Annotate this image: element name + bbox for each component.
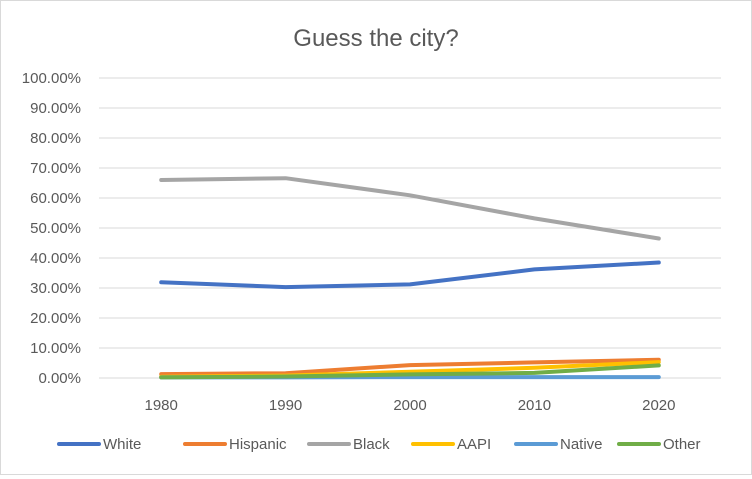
x-tick-label: 1980 bbox=[145, 397, 178, 414]
y-tick-label: 60.00% bbox=[30, 190, 81, 207]
y-axis-ticks: 0.00% 10.00% 20.00% 30.00% 40.00% 50.00% 60.00… bbox=[22, 70, 81, 387]
gridlines bbox=[99, 78, 721, 378]
y-tick-label: 0.00% bbox=[38, 370, 81, 387]
chart-title: Guess the city? bbox=[293, 25, 458, 52]
y-tick-label: 50.00% bbox=[30, 220, 81, 237]
series-line-white bbox=[161, 263, 659, 288]
x-tick-label: 2010 bbox=[518, 397, 551, 414]
y-tick-label: 70.00% bbox=[30, 160, 81, 177]
y-tick-label: 80.00% bbox=[30, 130, 81, 147]
x-tick-label: 1990 bbox=[269, 397, 302, 414]
x-tick-label: 2000 bbox=[393, 397, 426, 414]
y-tick-label: 20.00% bbox=[30, 310, 81, 327]
legend-label-hispanic: Hispanic bbox=[229, 436, 287, 453]
legend-label-white: White bbox=[103, 436, 141, 453]
y-tick-label: 10.00% bbox=[30, 340, 81, 357]
legend-label-black: Black bbox=[353, 436, 390, 453]
legend-label-aapi: AAPI bbox=[457, 436, 491, 453]
y-tick-label: 30.00% bbox=[30, 280, 81, 297]
legend-label-native: Native bbox=[560, 436, 603, 453]
legend-label-other: Other bbox=[663, 436, 701, 453]
x-axis-ticks: 1980 1990 2000 2010 2020 bbox=[145, 397, 676, 414]
series-line-black bbox=[161, 178, 659, 238]
legend: White Hispanic Black AAPI Native Other bbox=[59, 436, 701, 453]
y-tick-label: 40.00% bbox=[30, 250, 81, 267]
x-tick-label: 2020 bbox=[642, 397, 675, 414]
y-tick-label: 90.00% bbox=[30, 100, 81, 117]
y-tick-label: 100.00% bbox=[22, 70, 81, 87]
